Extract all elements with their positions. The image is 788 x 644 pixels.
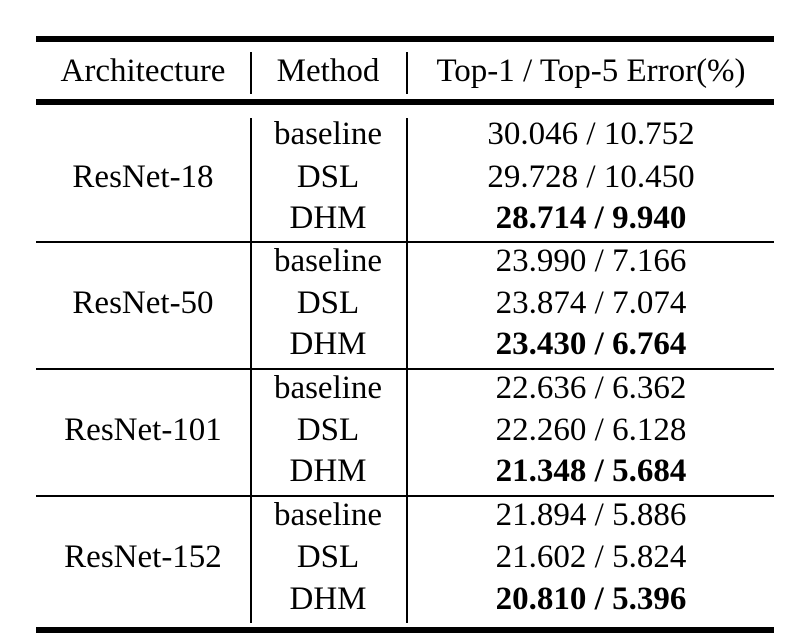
method-cell: DHM (289, 200, 367, 236)
error-cell-best: 20.810 / 5.396 (495, 581, 687, 617)
error-cell-best: 21.348 / 5.684 (495, 453, 687, 489)
error-cell: 22.636 / 6.362 (495, 370, 687, 406)
header-rule (36, 99, 774, 105)
architecture-label: ResNet-101 (64, 412, 222, 448)
group-divider (36, 241, 774, 243)
error-cell: 29.728 / 10.450 (487, 159, 695, 195)
top-rule (36, 36, 774, 42)
group-divider (36, 368, 774, 370)
method-cell: baseline (273, 243, 383, 279)
header-architecture: Architecture (60, 53, 226, 89)
method-cell: DSL (296, 412, 360, 448)
error-cell: 21.894 / 5.886 (495, 497, 687, 533)
method-cell: DHM (289, 326, 367, 362)
header-error: Top-1 / Top-5 Error(%) (436, 53, 746, 89)
error-cell: 23.874 / 7.074 (495, 285, 687, 321)
error-cell-best: 23.430 / 6.764 (495, 326, 687, 362)
method-cell: DSL (296, 159, 360, 195)
body-vline (406, 118, 408, 623)
method-cell: baseline (273, 497, 383, 533)
method-cell: baseline (273, 116, 383, 152)
bottom-rule (36, 627, 774, 633)
body-vline (250, 118, 252, 623)
error-cell-best: 28.714 / 9.940 (495, 200, 687, 236)
architecture-label: ResNet-18 (72, 159, 214, 195)
header-method: Method (276, 53, 380, 89)
header-vline (250, 52, 252, 94)
architecture-label: ResNet-152 (64, 539, 222, 575)
error-cell: 21.602 / 5.824 (495, 539, 687, 575)
method-cell: DSL (296, 285, 360, 321)
method-cell: DHM (289, 581, 367, 617)
header-vline (406, 52, 408, 94)
method-cell: DHM (289, 453, 367, 489)
group-divider (36, 495, 774, 497)
error-cell: 22.260 / 6.128 (495, 412, 687, 448)
method-cell: baseline (273, 370, 383, 406)
architecture-label: ResNet-50 (72, 285, 214, 321)
method-cell: DSL (296, 539, 360, 575)
error-cell: 30.046 / 10.752 (487, 116, 695, 152)
error-cell: 23.990 / 7.166 (495, 243, 687, 279)
